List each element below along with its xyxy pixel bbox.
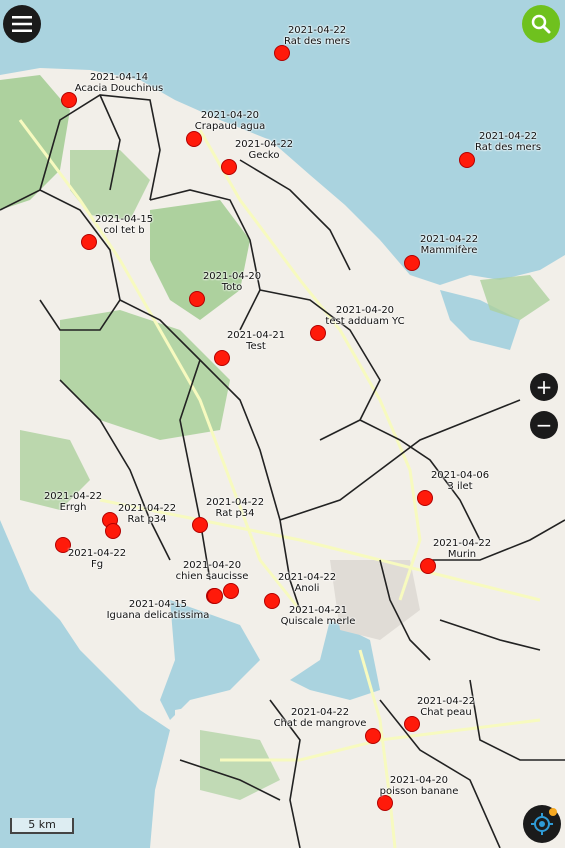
map-marker[interactable] bbox=[207, 588, 223, 604]
map-marker[interactable] bbox=[192, 517, 208, 533]
search-icon bbox=[531, 14, 551, 34]
map-marker[interactable] bbox=[221, 159, 237, 175]
map-marker[interactable] bbox=[377, 795, 393, 811]
map-marker[interactable] bbox=[404, 716, 420, 732]
map-marker[interactable] bbox=[81, 234, 97, 250]
map-marker[interactable] bbox=[105, 523, 121, 539]
zoom-out-label: − bbox=[535, 413, 553, 437]
map-marker[interactable] bbox=[264, 593, 280, 609]
map-marker[interactable] bbox=[420, 558, 436, 574]
scale-bar: 5 km bbox=[10, 818, 74, 834]
map-marker[interactable] bbox=[459, 152, 475, 168]
map-marker[interactable] bbox=[365, 728, 381, 744]
map-marker[interactable] bbox=[214, 350, 230, 366]
zoom-in-label: + bbox=[535, 375, 553, 399]
location-status-dot bbox=[549, 808, 557, 816]
map-marker[interactable] bbox=[55, 537, 71, 553]
menu-icon bbox=[12, 16, 32, 32]
search-button[interactable] bbox=[522, 5, 560, 43]
map-marker[interactable] bbox=[274, 45, 290, 61]
zoom-in-button[interactable]: + bbox=[530, 373, 558, 401]
locate-button[interactable] bbox=[523, 805, 561, 843]
map-marker[interactable] bbox=[310, 325, 326, 341]
map-marker[interactable] bbox=[404, 255, 420, 271]
map-marker[interactable] bbox=[223, 583, 239, 599]
map-marker[interactable] bbox=[189, 291, 205, 307]
map-marker[interactable] bbox=[61, 92, 77, 108]
menu-button[interactable] bbox=[3, 5, 41, 43]
crosshair-icon bbox=[531, 813, 553, 835]
map-marker[interactable] bbox=[186, 131, 202, 147]
map-marker[interactable] bbox=[417, 490, 433, 506]
zoom-out-button[interactable]: − bbox=[530, 411, 558, 439]
